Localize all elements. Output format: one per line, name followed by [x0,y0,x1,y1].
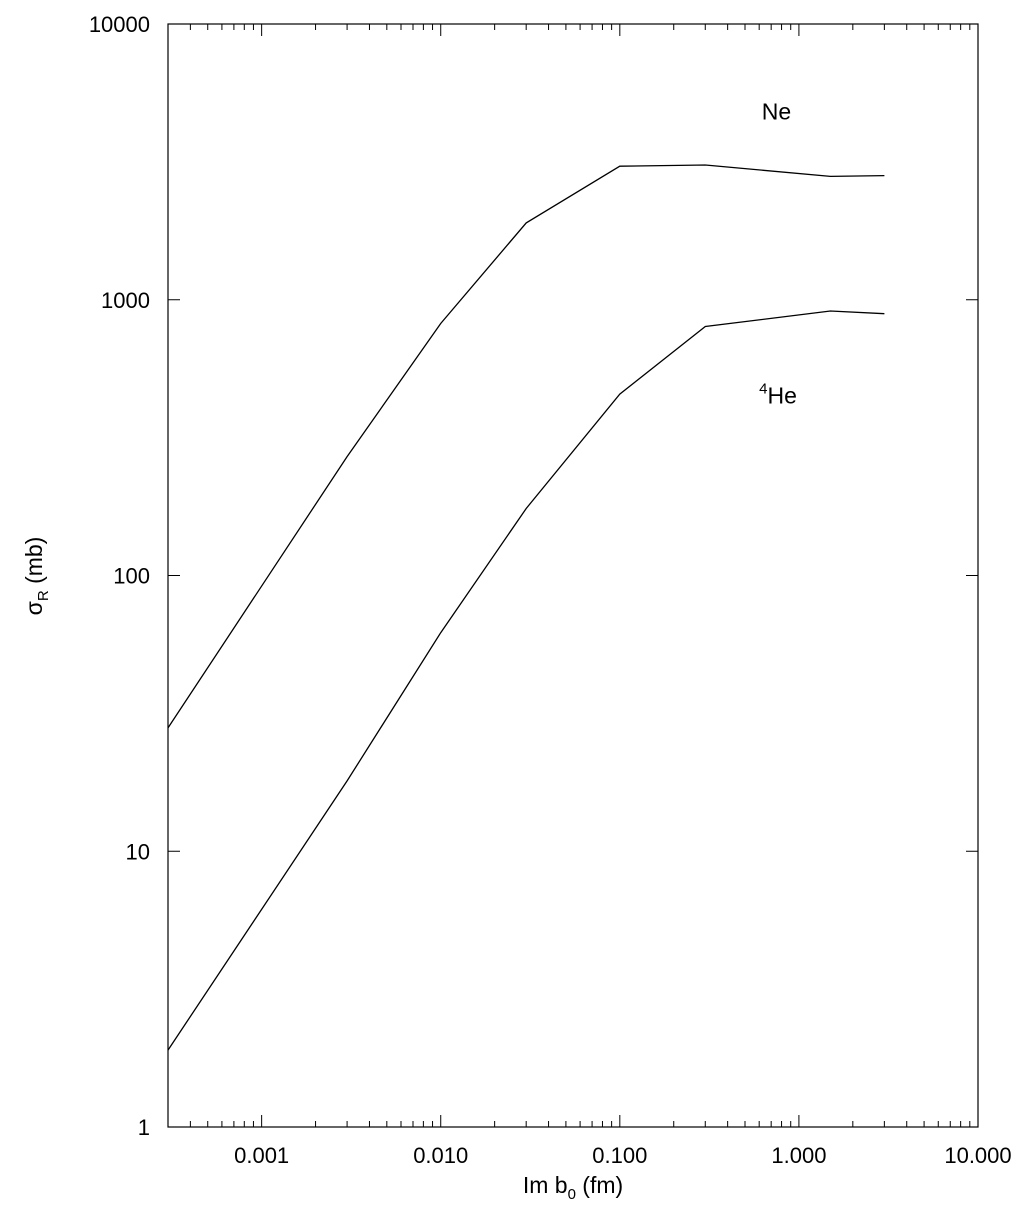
x-tick-label: 0.100 [592,1143,647,1168]
y-tick-label: 100 [113,564,150,589]
x-tick-label: 0.010 [413,1143,468,1168]
x-tick-label: 0.001 [234,1143,289,1168]
axis-ticks: 0.001 0.010 0.100 1.000 10.000 1 10 100 1000 1000… [89,12,1012,1168]
y-tick-label: 10000 [89,12,150,37]
x-axis-label: Im b0 (fm) [523,1172,623,1203]
series-line-ne [167,164,885,729]
x-tick-label: 1.000 [771,1143,826,1168]
series-line-4he [167,310,885,1051]
plot-frame [167,23,979,1128]
y-axis-label: σR (mb) [21,537,52,616]
x-tick-label: 10.000 [944,1143,1011,1168]
series-label-ne: Ne [762,99,791,125]
series-labels: Ne 4He [759,99,797,409]
y-tick-label: 1000 [101,288,150,313]
y-tick-label: 1 [138,1115,150,1140]
series-lines [167,164,885,1051]
series-label-4he: 4He [759,381,797,409]
y-tick-label: 10 [126,839,150,864]
